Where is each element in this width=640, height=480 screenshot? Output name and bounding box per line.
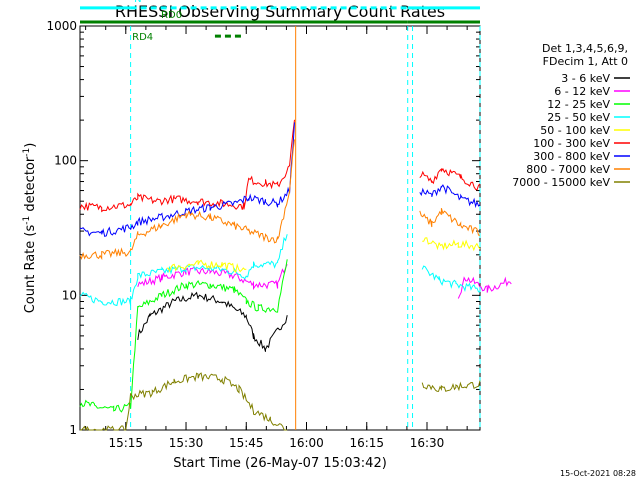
legend-header: Det 1,3,4,5,6,9,: [542, 42, 628, 55]
y-tick-label: 1000: [46, 19, 77, 33]
x-tick-label: 16:15: [349, 436, 384, 450]
x-tick-label: 16:30: [410, 436, 445, 450]
legend-label: 800 - 7000 keV: [526, 163, 610, 176]
series-line-8: [80, 372, 481, 432]
legend-label: 25 - 50 keV: [547, 111, 610, 124]
x-tick-label: 15:30: [169, 436, 204, 450]
x-axis-label: Start Time (26-May-07 15:03:42): [173, 456, 387, 471]
series-line-5: [79, 119, 481, 213]
timestamp: 15-Oct-2021 08:28: [560, 469, 636, 478]
x-tick-label: 15:15: [108, 436, 143, 450]
y-axis-label: Count Rate (s-1 detector-1): [22, 143, 38, 314]
legend-label: 300 - 800 keV: [533, 150, 610, 163]
y-tick-label: 10: [62, 288, 77, 302]
status-label: RD4: [132, 32, 153, 43]
legend-label: 6 - 12 keV: [554, 85, 610, 98]
legend-label: 3 - 6 keV: [561, 72, 610, 85]
legend-label: 100 - 300 keV: [533, 137, 610, 150]
x-tick-label: 16:00: [289, 436, 324, 450]
y-tick-label: 100: [54, 154, 77, 168]
y-tick-label: 1: [69, 423, 77, 437]
series-line-4: [166, 237, 481, 274]
series-line-0: [137, 291, 288, 352]
status-label: N: [134, 0, 141, 5]
legend-label: 50 - 100 keV: [540, 124, 610, 137]
legend: Det 1,3,4,5,6,9,FDecim 1, Att 0 3 - 6 keV…: [512, 42, 630, 189]
status-label: RD0: [161, 10, 182, 21]
legend-label: 7000 - 15000 keV: [512, 176, 610, 189]
series-line-2: [79, 259, 288, 413]
legend-header: FDecim 1, Att 0: [543, 55, 628, 68]
series-line-7: [79, 139, 481, 261]
series-line-1: [137, 264, 512, 299]
legend-label: 12 - 25 keV: [547, 98, 610, 111]
series-line-3: [79, 234, 481, 307]
series-line-6: [79, 122, 481, 238]
x-tick-label: 15:45: [229, 436, 264, 450]
